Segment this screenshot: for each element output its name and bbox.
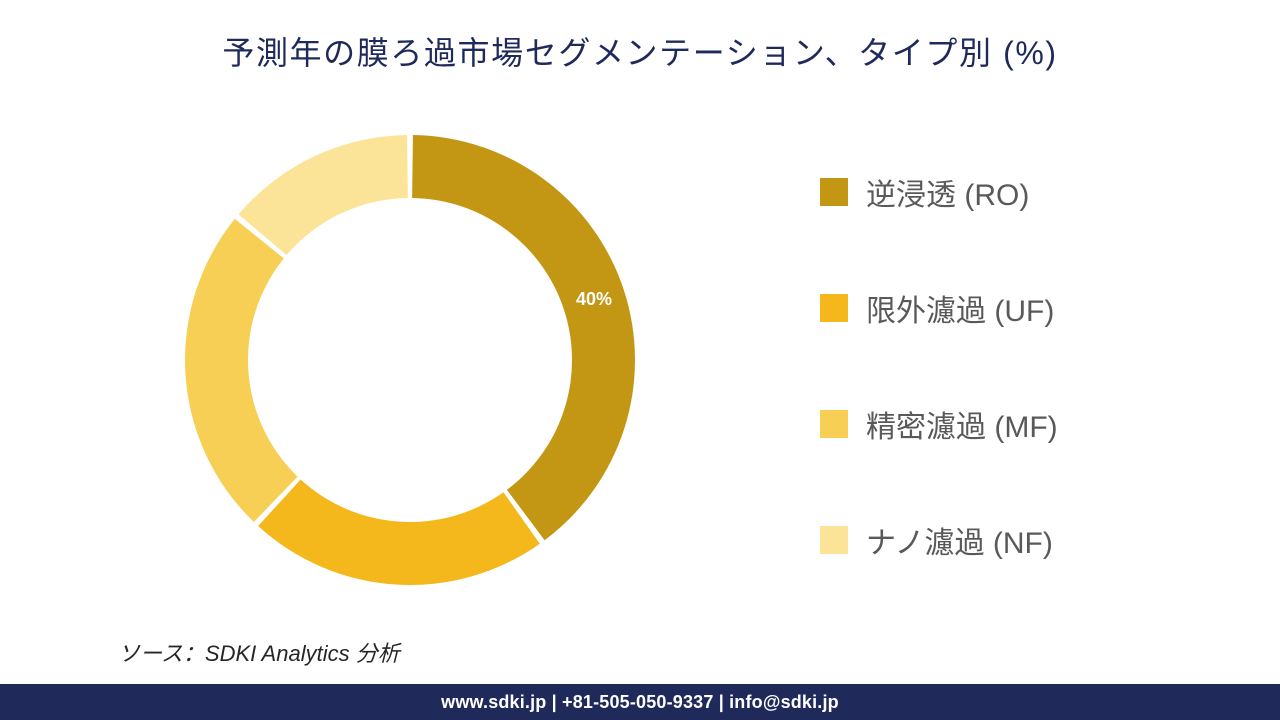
source-text: SDKI Analytics 分析 (205, 641, 400, 666)
donut-svg (180, 130, 640, 590)
legend-swatch-uf (820, 294, 848, 322)
legend-item-uf: 限外濾過 (UF) (820, 286, 1220, 330)
legend-label-uf: 限外濾過 (UF) (866, 286, 1054, 330)
legend-swatch-nf (820, 526, 848, 554)
legend-swatch-mf (820, 410, 848, 438)
chart-legend: 逆浸透 (RO) 限外濾過 (UF) 精密濾過 (MF) ナノ濾過 (NF) (820, 170, 1220, 634)
donut-segment-nf (239, 135, 408, 255)
legend-item-mf: 精密濾過 (MF) (820, 402, 1220, 446)
legend-label-mf: 精密濾過 (MF) (866, 402, 1058, 446)
legend-swatch-ro (820, 178, 848, 206)
donut-segment-label-ro: 40% (576, 289, 612, 310)
footer-bar: www.sdki.jp | +81-505-050-9337 | info@sd… (0, 684, 1280, 720)
donut-segment-uf (258, 480, 540, 585)
legend-item-ro: 逆浸透 (RO) (820, 170, 1220, 214)
source-prefix: ソース： (118, 641, 205, 666)
source-attribution: ソース：SDKI Analytics 分析 (118, 636, 400, 668)
donut-segment-ro (412, 135, 635, 540)
legend-label-nf: ナノ濾過 (NF) (866, 518, 1053, 562)
legend-label-ro: 逆浸透 (RO) (866, 170, 1029, 214)
donut-chart: 40% (180, 130, 640, 590)
footer-text: www.sdki.jp | +81-505-050-9337 | info@sd… (441, 692, 839, 713)
donut-segment-mf (185, 219, 298, 522)
legend-item-nf: ナノ濾過 (NF) (820, 518, 1220, 562)
chart-title: 予測年の膜ろ過市場セグメンテーション、タイプ別 (%) (0, 28, 1280, 74)
